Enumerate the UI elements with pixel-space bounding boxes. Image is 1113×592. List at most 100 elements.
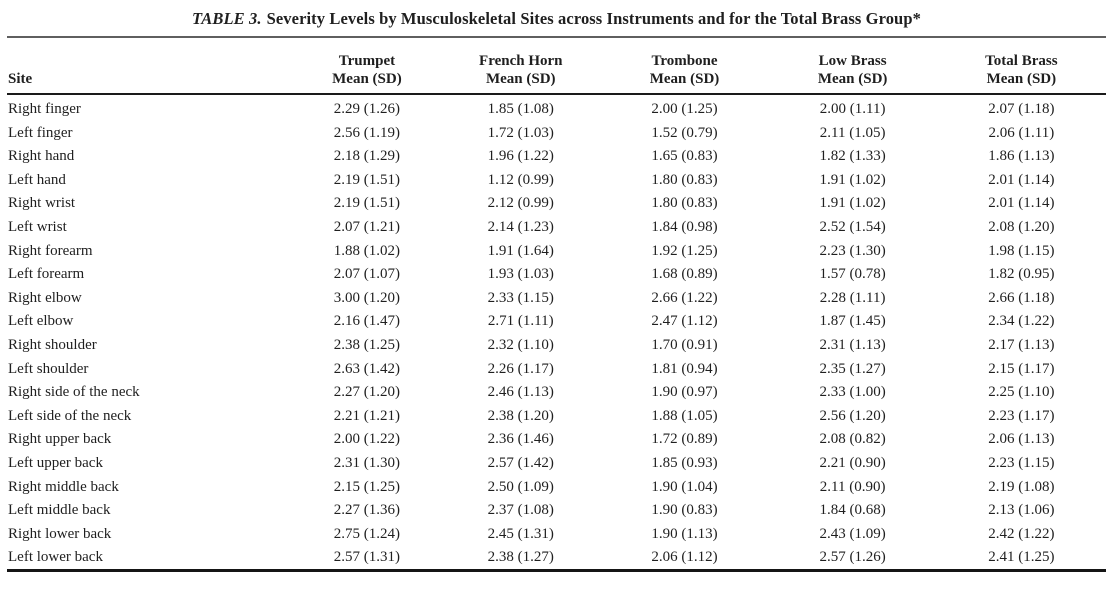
value-cell: 2.28 (1.11) bbox=[819, 289, 886, 306]
value-cell: 2.34 (1.22) bbox=[988, 313, 1055, 330]
value-cell: 2.01 (1.14) bbox=[988, 171, 1055, 188]
site-cell: Left wrist bbox=[8, 218, 67, 235]
value-cell: 2.00 (1.22) bbox=[333, 431, 401, 448]
value-cell: 1.96 (1.22) bbox=[487, 148, 554, 165]
col-header-trumpet: Trumpet Mean (SD) bbox=[292, 37, 442, 95]
value-cell: 1.57 (0.78) bbox=[819, 266, 886, 283]
value-cell: 2.57 (1.42) bbox=[487, 454, 554, 471]
value-cell: 1.91 (1.64) bbox=[487, 242, 554, 259]
value-cell: 1.80 (0.83) bbox=[651, 195, 718, 212]
value-cell: 1.68 (0.89) bbox=[651, 266, 718, 283]
site-cell: Left shoulder bbox=[8, 360, 89, 377]
col-header-low-brass: Low Brass Mean (SD) bbox=[768, 37, 937, 95]
col-header-name: Low Brass bbox=[818, 53, 887, 69]
value-cell: 2.75 (1.24) bbox=[333, 525, 401, 542]
site-cell: Left upper back bbox=[8, 454, 103, 471]
value-cell: 2.06 (1.11) bbox=[988, 124, 1055, 141]
value-cell: 2.38 (1.25) bbox=[333, 336, 401, 353]
table-title-text: Severity Levels by Musculoskeletal Sites… bbox=[266, 9, 921, 28]
table-title: TABLE 3. Severity Levels by Musculoskelet… bbox=[7, 6, 1106, 36]
value-cell: 1.70 (0.91) bbox=[651, 336, 718, 353]
value-cell: 1.65 (0.83) bbox=[651, 148, 718, 165]
site-cell: Left middle back bbox=[8, 502, 111, 519]
value-cell: 2.56 (1.20) bbox=[819, 407, 886, 424]
value-cell: 2.66 (1.18) bbox=[988, 289, 1055, 306]
value-cell: 2.01 (1.14) bbox=[988, 195, 1055, 212]
value-cell: 1.91 (1.02) bbox=[819, 195, 886, 212]
value-cell: 1.88 (1.02) bbox=[333, 242, 401, 259]
value-cell: 2.47 (1.12) bbox=[651, 313, 718, 330]
value-cell: 2.15 (1.25) bbox=[333, 478, 401, 495]
value-cell: 2.57 (1.26) bbox=[819, 549, 886, 566]
col-header-trombone: Trombone Mean (SD) bbox=[600, 37, 769, 95]
value-cell: 2.21 (1.21) bbox=[333, 407, 401, 424]
value-cell: 2.11 (0.90) bbox=[819, 478, 886, 495]
value-cell: 2.71 (1.11) bbox=[487, 313, 554, 330]
value-cell: 2.36 (1.46) bbox=[487, 431, 554, 448]
value-cell: 2.45 (1.31) bbox=[487, 525, 554, 542]
value-cell: 1.90 (1.13) bbox=[651, 525, 718, 542]
site-cell: Left finger bbox=[8, 124, 73, 141]
col-header-sub: Mean (SD) bbox=[817, 71, 888, 87]
site-cell: Right side of the neck bbox=[8, 384, 140, 401]
site-cell: Right forearm bbox=[8, 242, 93, 259]
value-cell: 2.32 (1.10) bbox=[487, 336, 554, 353]
table-row: Right shoulder 2.38 (1.25) 2.32 (1.10) 1.70… bbox=[7, 333, 1106, 357]
value-cell: 2.07 (1.21) bbox=[333, 218, 401, 235]
col-header-sub: Mean (SD) bbox=[649, 71, 720, 87]
col-header-sub: Mean (SD) bbox=[485, 71, 556, 87]
site-cell: Right middle back bbox=[8, 478, 119, 495]
value-cell: 1.72 (1.03) bbox=[487, 124, 554, 141]
col-header-french-horn: French Horn Mean (SD) bbox=[441, 37, 601, 95]
table-row: Right elbow 3.00 (1.20) 2.33 (1.15) 2.66 (1… bbox=[7, 286, 1106, 310]
col-header-site: Site bbox=[7, 37, 293, 95]
value-cell: 1.98 (1.15) bbox=[988, 242, 1055, 259]
value-cell: 3.00 (1.20) bbox=[333, 289, 401, 306]
value-cell: 2.31 (1.13) bbox=[819, 336, 886, 353]
value-cell: 2.11 (1.05) bbox=[819, 124, 886, 141]
table-row: Left upper back 2.31 (1.30) 2.57 (1.42) 1.8… bbox=[7, 451, 1106, 475]
table-row: Left middle back 2.27 (1.36) 2.37 (1.08) 1.… bbox=[7, 498, 1106, 522]
value-cell: 2.25 (1.10) bbox=[988, 384, 1055, 401]
value-cell: 2.33 (1.00) bbox=[819, 384, 886, 401]
table-row: Right lower back 2.75 (1.24) 2.45 (1.31) 1.… bbox=[7, 522, 1106, 546]
table-row: Right upper back 2.00 (1.22) 2.36 (1.46) 1.… bbox=[7, 428, 1106, 452]
value-cell: 2.00 (1.11) bbox=[819, 101, 886, 117]
site-cell: Right hand bbox=[8, 148, 75, 165]
value-cell: 2.14 (1.23) bbox=[487, 218, 554, 235]
table-row: Right middle back 2.15 (1.25) 2.50 (1.09) 1… bbox=[7, 475, 1106, 499]
value-cell: 2.52 (1.54) bbox=[819, 218, 886, 235]
value-cell: 2.23 (1.15) bbox=[988, 454, 1055, 471]
value-cell: 2.21 (0.90) bbox=[819, 454, 886, 471]
site-cell: Left elbow bbox=[8, 313, 74, 330]
severity-table: Site Trumpet Mean (SD) French Horn Mean … bbox=[7, 36, 1106, 573]
value-cell: 2.56 (1.19) bbox=[333, 124, 401, 141]
site-cell: Left hand bbox=[8, 171, 66, 188]
table-row: Left forearm 2.07 (1.07) 1.93 (1.03) 1.68 (… bbox=[7, 262, 1106, 286]
value-cell: 2.15 (1.17) bbox=[988, 360, 1055, 377]
site-cell: Right finger bbox=[8, 101, 81, 117]
value-cell: 2.19 (1.08) bbox=[988, 478, 1055, 495]
col-header-name: Trombone bbox=[651, 53, 718, 69]
site-cell: Left lower back bbox=[8, 549, 103, 566]
value-cell: 1.72 (0.89) bbox=[651, 431, 718, 448]
value-cell: 2.33 (1.15) bbox=[487, 289, 554, 306]
site-cell: Left side of the neck bbox=[8, 407, 132, 424]
table-row: Right finger 2.29 (1.26) 1.85 (1.08) 2.00 (… bbox=[7, 94, 1106, 121]
table-row: Left wrist 2.07 (1.21) 2.14 (1.23) 1.84 (0.… bbox=[7, 215, 1106, 239]
value-cell: 2.41 (1.25) bbox=[988, 549, 1055, 566]
site-cell: Right upper back bbox=[8, 431, 112, 448]
col-header-name: Total Brass bbox=[985, 53, 1058, 69]
value-cell: 1.85 (1.08) bbox=[487, 101, 554, 117]
table-row: Left shoulder 2.63 (1.42) 2.26 (1.17) 1.81 … bbox=[7, 357, 1106, 381]
table-row: Left finger 2.56 (1.19) 1.72 (1.03) 1.52 (0… bbox=[7, 121, 1106, 145]
value-cell: 2.50 (1.09) bbox=[487, 478, 554, 495]
value-cell: 2.27 (1.20) bbox=[333, 384, 401, 401]
value-cell: 2.43 (1.09) bbox=[819, 525, 886, 542]
value-cell: 2.08 (1.20) bbox=[988, 218, 1055, 235]
value-cell: 2.08 (0.82) bbox=[819, 431, 886, 448]
value-cell: 1.90 (0.97) bbox=[651, 384, 718, 401]
value-cell: 2.63 (1.42) bbox=[333, 360, 401, 377]
value-cell: 2.31 (1.30) bbox=[333, 454, 401, 471]
value-cell: 1.52 (0.79) bbox=[651, 124, 718, 141]
